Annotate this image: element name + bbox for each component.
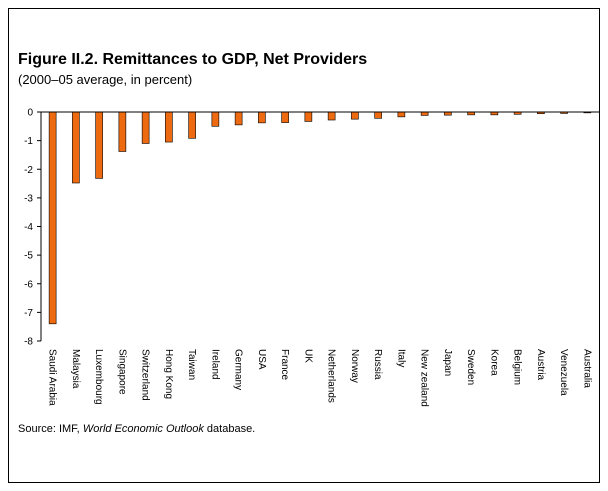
bar <box>351 111 359 120</box>
x-tick-label: UK <box>302 349 313 363</box>
bar <box>188 111 196 139</box>
source-note: Source: IMF, World Economic Outlook data… <box>18 423 255 435</box>
bar <box>327 111 336 121</box>
x-tick-label: Switzerland <box>140 349 151 401</box>
x-tick-label: Belgium <box>512 349 523 385</box>
bar <box>281 111 289 123</box>
bar <box>374 111 382 119</box>
y-tick-label: -4 <box>24 222 33 233</box>
y-tick-label: -2 <box>24 165 33 176</box>
source-suffix: database. <box>206 423 256 435</box>
bar <box>118 111 127 152</box>
bar <box>304 111 313 122</box>
chart-subtitle: (2000–05 average, in percent) <box>18 72 193 87</box>
x-tick-label: Hong Kong <box>163 349 174 399</box>
y-axis: 0 -1 -2 -3 -4 -5 -6 -7 -8 <box>24 108 42 348</box>
x-tick-label: Saudi Arabia <box>47 349 58 406</box>
y-tick-label: -6 <box>24 279 33 290</box>
bar <box>141 111 150 144</box>
bar <box>258 111 266 124</box>
x-tick-label: Germany <box>233 349 244 390</box>
bar <box>165 111 173 143</box>
y-tick-label: -7 <box>24 308 33 319</box>
x-tick-label: France <box>279 349 290 381</box>
source-prefix: Source: IMF, <box>18 423 80 435</box>
x-tick-label: Singapore <box>116 349 127 395</box>
bar <box>420 111 429 116</box>
x-axis-labels: Saudi Arabia Malaysia Luxembourg Singapore S… <box>47 349 593 407</box>
bar <box>211 111 220 127</box>
y-tick-label: -1 <box>24 136 33 147</box>
bar <box>397 111 406 118</box>
chart-title: Figure II.2. Remittances to GDP, Net Pro… <box>18 51 368 68</box>
x-tick-label: USA <box>256 349 267 370</box>
x-tick-label: New zealand <box>419 349 430 407</box>
y-tick-label: -3 <box>24 193 33 204</box>
bar <box>48 111 57 325</box>
y-tick-label: 0 <box>27 108 33 119</box>
x-tick-label: Taiwan <box>186 349 197 380</box>
bar <box>95 111 103 179</box>
x-tick-label: Australia <box>581 349 592 388</box>
x-tick-label: Russia <box>372 349 383 380</box>
x-tick-label: Norway <box>349 349 360 383</box>
x-tick-label: Italy <box>395 349 406 367</box>
bar <box>72 111 80 184</box>
x-tick-label: Malaysia <box>70 349 81 389</box>
x-tick-label: Netherlands <box>326 349 337 403</box>
figure-frame <box>8 8 600 483</box>
y-tick-label: -8 <box>24 337 33 348</box>
x-tick-label: Japan <box>442 349 453 376</box>
x-tick-label: Ireland <box>209 349 220 380</box>
x-tick-label: Luxembourg <box>93 349 104 405</box>
x-tick-label: Austria <box>535 349 546 381</box>
bar-series <box>41 111 599 325</box>
x-tick-label: Korea <box>488 349 499 376</box>
x-tick-label: Venezuela <box>558 349 569 396</box>
source-italic: World Economic Outlook <box>82 423 204 435</box>
x-tick-label: Sweden <box>465 349 476 385</box>
bar <box>234 111 243 126</box>
y-tick-label: -5 <box>24 251 33 262</box>
